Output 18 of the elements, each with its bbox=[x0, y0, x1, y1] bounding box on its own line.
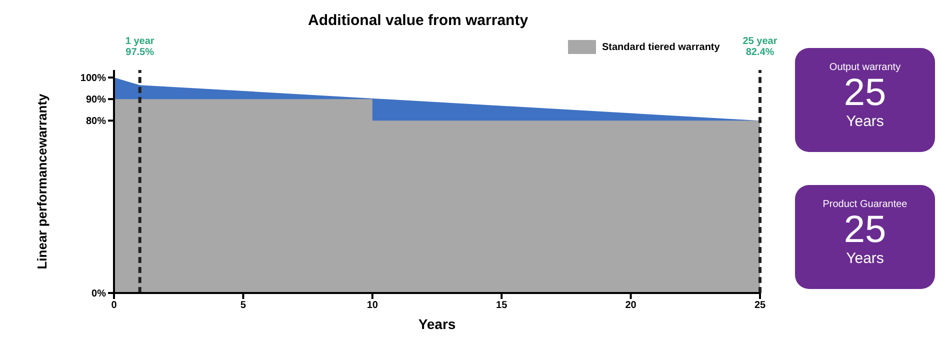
ref-line-label: 25 year 82.4% bbox=[742, 36, 778, 58]
y-axis-title: Linear performancewarranty bbox=[34, 92, 50, 270]
y-tick-label: 100% bbox=[80, 73, 106, 84]
y-tick-label: 0% bbox=[92, 288, 106, 300]
x-tick-label: 20 bbox=[625, 300, 637, 312]
y-tick-label: 80% bbox=[86, 116, 106, 128]
x-tick-label: 15 bbox=[496, 300, 508, 312]
y-tick-label: 90% bbox=[86, 94, 106, 106]
x-tick-label: 0 bbox=[111, 300, 118, 312]
x-tick-label: 5 bbox=[240, 300, 246, 312]
legend-label: Standard tiered warranty bbox=[602, 42, 720, 52]
x-axis-title: Years bbox=[418, 316, 456, 332]
ref-line-label: 1 year 97.5% bbox=[125, 36, 154, 58]
x-tick-label: 10 bbox=[366, 300, 378, 312]
x-tick-label: 25 bbox=[754, 300, 766, 312]
warranty-card: Output warranty 25 Years bbox=[795, 48, 935, 152]
warranty-card: Product Guarantee 25 Years bbox=[795, 185, 935, 289]
chart-title: Additional value from warranty bbox=[308, 12, 528, 29]
